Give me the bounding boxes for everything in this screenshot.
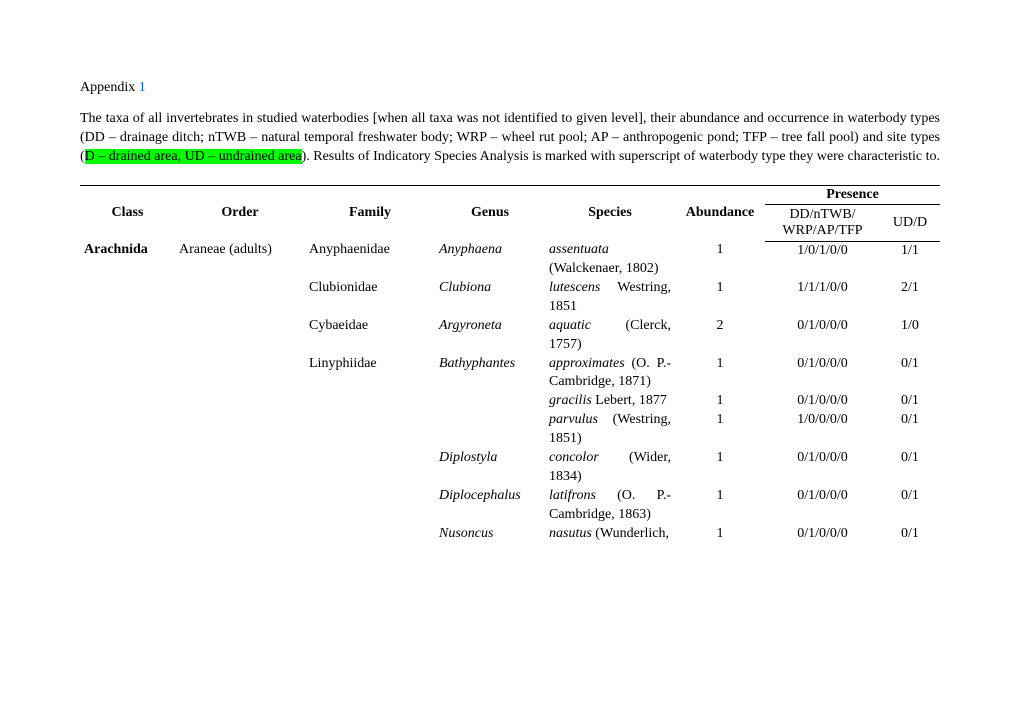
cell-presence-1: 0/1/0/0/0	[765, 355, 880, 393]
cell-family	[305, 411, 435, 449]
table-row: Nusoncusnasutus (Wunderlich,10/1/0/0/00/…	[80, 525, 940, 544]
cell-species: assentuata (Walckenaer, 1802)	[545, 241, 675, 279]
table-row: Diplostylaconcolor (Wider, 1834)10/1/0/0…	[80, 449, 940, 487]
cell-genus: Bathyphantes	[435, 355, 545, 393]
cell-class	[80, 411, 175, 449]
header-family: Family	[305, 185, 435, 241]
cell-presence-2: 0/1	[880, 525, 940, 544]
cell-order	[175, 487, 305, 525]
table-row: parvulus (Westring, 1851)11/0/0/0/00/1	[80, 411, 940, 449]
cell-species: parvulus (Westring, 1851)	[545, 411, 675, 449]
cell-genus: Argyroneta	[435, 317, 545, 355]
cell-abundance: 1	[675, 279, 765, 317]
cell-family: Clubionidae	[305, 279, 435, 317]
cell-class: Arachnida	[80, 241, 175, 279]
cell-abundance: 1	[675, 241, 765, 279]
cell-presence-2: 1/0	[880, 317, 940, 355]
cell-genus: Nusoncus	[435, 525, 545, 544]
cell-genus: Diplostyla	[435, 449, 545, 487]
cell-genus	[435, 392, 545, 411]
description-paragraph: The taxa of all invertebrates in studied…	[80, 110, 940, 167]
header-order: Order	[175, 185, 305, 241]
header-class: Class	[80, 185, 175, 241]
appendix-title: Appendix 1	[80, 80, 940, 96]
cell-order	[175, 411, 305, 449]
cell-presence-1: 1/0/1/0/0	[765, 241, 880, 279]
cell-abundance: 2	[675, 317, 765, 355]
cell-order	[175, 525, 305, 544]
cell-order	[175, 279, 305, 317]
cell-species: lutescens Westring, 1851	[545, 279, 675, 317]
cell-species: concolor (Wider, 1834)	[545, 449, 675, 487]
cell-presence-1: 1/0/0/0/0	[765, 411, 880, 449]
cell-species: nasutus (Wunderlich,	[545, 525, 675, 544]
cell-genus: Anyphaena	[435, 241, 545, 279]
cell-class	[80, 525, 175, 544]
table-row: gracilis Lebert, 187710/1/0/0/00/1	[80, 392, 940, 411]
cell-presence-1: 0/1/0/0/0	[765, 487, 880, 525]
header-species: Species	[545, 185, 675, 241]
cell-order	[175, 449, 305, 487]
cell-presence-2: 0/1	[880, 411, 940, 449]
header-genus: Genus	[435, 185, 545, 241]
cell-presence-2: 1/1	[880, 241, 940, 279]
cell-order	[175, 317, 305, 355]
cell-genus	[435, 411, 545, 449]
cell-species: approximates (O. P.-Cambridge, 1871)	[545, 355, 675, 393]
cell-genus: Clubiona	[435, 279, 545, 317]
highlighted-text: D – drained area, UD – undrained area	[85, 149, 302, 164]
cell-class	[80, 449, 175, 487]
cell-presence-2: 2/1	[880, 279, 940, 317]
cell-family	[305, 525, 435, 544]
cell-order	[175, 355, 305, 393]
cell-presence-1: 0/1/0/0/0	[765, 525, 880, 544]
header-presence: Presence	[765, 185, 940, 204]
species-table: Class Order Family Genus Species Abundan…	[80, 185, 940, 544]
cell-species: aquatic (Clerck, 1757)	[545, 317, 675, 355]
cell-abundance: 1	[675, 449, 765, 487]
cell-presence-1: 0/1/0/0/0	[765, 392, 880, 411]
cell-family	[305, 449, 435, 487]
header-presence-2: UD/D	[880, 204, 940, 241]
description-post: ). Results of Indicatory Species Analysi…	[302, 149, 940, 164]
cell-class	[80, 355, 175, 393]
table-row: LinyphiidaeBathyphantesapproximates (O. …	[80, 355, 940, 393]
cell-presence-2: 0/1	[880, 392, 940, 411]
cell-genus: Diplocephalus	[435, 487, 545, 525]
cell-presence-2: 0/1	[880, 449, 940, 487]
table-row: ArachnidaAraneae (adults)AnyphaenidaeAny…	[80, 241, 940, 279]
appendix-label: Appendix	[80, 80, 139, 95]
cell-family: Cybaeidae	[305, 317, 435, 355]
cell-class	[80, 279, 175, 317]
cell-abundance: 1	[675, 525, 765, 544]
cell-order	[175, 392, 305, 411]
cell-family	[305, 392, 435, 411]
cell-abundance: 1	[675, 355, 765, 393]
cell-presence-1: 0/1/0/0/0	[765, 317, 880, 355]
cell-presence-1: 1/1/1/0/0	[765, 279, 880, 317]
cell-family	[305, 487, 435, 525]
cell-presence-1: 0/1/0/0/0	[765, 449, 880, 487]
cell-family: Anyphaenidae	[305, 241, 435, 279]
cell-species: latifrons (O. P.-Cambridge, 1863)	[545, 487, 675, 525]
table-row: Diplocephaluslatifrons (O. P.-Cambridge,…	[80, 487, 940, 525]
cell-order: Araneae (adults)	[175, 241, 305, 279]
cell-class	[80, 487, 175, 525]
cell-family: Linyphiidae	[305, 355, 435, 393]
cell-class	[80, 317, 175, 355]
table-row: CybaeidaeArgyronetaaquatic (Clerck, 1757…	[80, 317, 940, 355]
header-abundance: Abundance	[675, 185, 765, 241]
cell-presence-2: 0/1	[880, 355, 940, 393]
cell-species: gracilis Lebert, 1877	[545, 392, 675, 411]
appendix-number: 1	[139, 80, 146, 95]
cell-abundance: 1	[675, 487, 765, 525]
cell-abundance: 1	[675, 411, 765, 449]
cell-abundance: 1	[675, 392, 765, 411]
table-row: ClubionidaeClubionalutescens Westring, 1…	[80, 279, 940, 317]
header-presence-1: DD/nTWB/ WRP/AP/TFP	[765, 204, 880, 241]
cell-class	[80, 392, 175, 411]
cell-presence-2: 0/1	[880, 487, 940, 525]
